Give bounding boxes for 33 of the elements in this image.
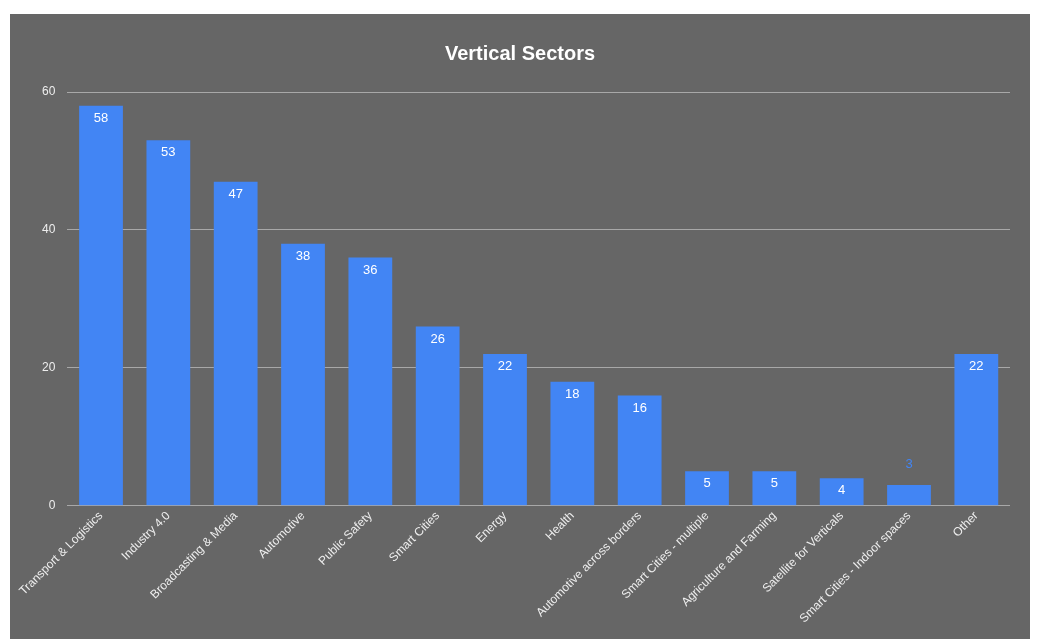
data-label: 16 (632, 399, 647, 415)
data-label: 4 (838, 482, 846, 498)
y-tick-label: 60 (41, 84, 56, 99)
data-label: 5 (703, 475, 711, 491)
bar (281, 243, 325, 506)
data-label: 5 (770, 475, 778, 491)
y-tick-label: 40 (41, 222, 56, 237)
bar (819, 478, 864, 506)
bar (617, 395, 662, 506)
data-label: 47 (228, 185, 243, 201)
data-label: 3 (905, 456, 913, 472)
data-label: 38 (295, 247, 311, 263)
bar (954, 354, 999, 506)
data-label: 58 (93, 109, 109, 125)
data-label: 22 (497, 358, 513, 374)
bar (146, 140, 191, 506)
chart-title: Vertical Sectors (444, 41, 596, 64)
data-label: 22 (969, 358, 984, 374)
bar (887, 485, 931, 506)
y-tick-label: 0 (48, 498, 56, 513)
data-label: 18 (565, 385, 580, 401)
bar (685, 471, 729, 506)
y-tick-label: 20 (41, 360, 56, 375)
bar (752, 471, 797, 506)
bar (79, 105, 123, 506)
bar (550, 381, 595, 506)
data-label: 26 (430, 330, 445, 346)
bar (348, 257, 393, 506)
bar (415, 326, 460, 506)
data-label: 36 (363, 261, 378, 277)
data-label: 53 (161, 144, 176, 160)
bar (483, 354, 527, 506)
bar (213, 181, 258, 506)
